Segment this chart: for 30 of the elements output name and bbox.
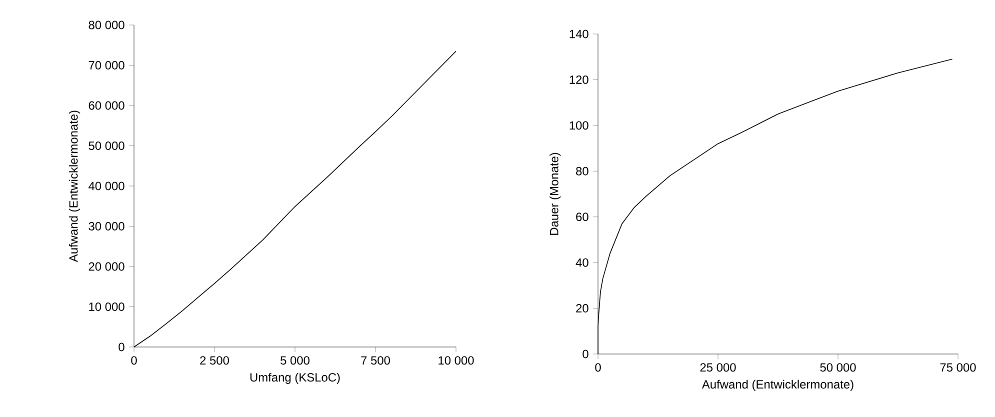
- y-tick-label: 140: [570, 30, 588, 38]
- y-tick-label: 80: [576, 166, 588, 176]
- y-tick-label: 70 000: [88, 61, 124, 70]
- x-tick-label: 7 500: [361, 356, 390, 365]
- y-tick-label: 50 000: [88, 142, 124, 150]
- y-tick-label: 0: [582, 350, 588, 358]
- x-tick-label: 2 500: [200, 356, 229, 365]
- y-tick-label: 40: [576, 258, 588, 267]
- y-tick-label: 30 000: [88, 222, 124, 230]
- y-tick-label: 0: [118, 342, 124, 352]
- y-tick-label: 40 000: [88, 182, 124, 190]
- y-tick-label: 20: [576, 304, 588, 313]
- y-tick-label: 20 000: [88, 262, 124, 271]
- y-axis-title: Aufwand (Entwicklermonate): [68, 110, 80, 262]
- y-tick-label: 60 000: [88, 101, 124, 110]
- x-tick-label: 0: [595, 363, 601, 372]
- x-tick-label: 25 000: [700, 363, 736, 372]
- y-tick-label: 100: [570, 121, 588, 130]
- y-tick-label: 60: [576, 212, 588, 222]
- y-axis-title: Dauer (Monate): [550, 152, 561, 235]
- y-tick-label: 80 000: [88, 20, 124, 30]
- x-tick-label: 50 000: [820, 363, 856, 372]
- x-tick-label: 10 000: [438, 356, 474, 365]
- x-axis-title: Umfang (KSLoC): [250, 372, 340, 384]
- y-tick-label: 10 000: [89, 302, 124, 311]
- x-tick-label: 5 000: [280, 356, 310, 365]
- x-axis-title: Aufwand (Entwicklermonate): [702, 380, 854, 391]
- x-tick-label: 75 000: [940, 363, 976, 372]
- y-tick-label: 120: [570, 75, 588, 84]
- x-tick-label: 0: [131, 356, 137, 365]
